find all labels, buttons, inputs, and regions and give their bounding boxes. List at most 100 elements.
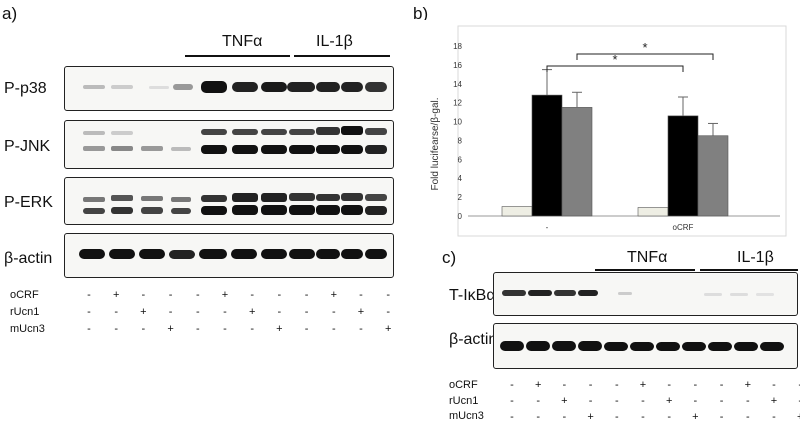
panel-c-sign-r1-c5: -	[641, 395, 645, 407]
panel-a-sign-r1-c0: -	[87, 306, 91, 318]
panel-a-sign-r2-c7: +	[276, 323, 283, 335]
panel-a-sign-r0-c8: -	[304, 289, 309, 301]
panel-c-sign-r2-c10: -	[772, 411, 776, 423]
panel-c-sign-r0-c7: -	[693, 379, 698, 391]
blot-t-ikba	[493, 272, 798, 316]
blot-p-p38	[64, 66, 394, 111]
panel-a-sign-r0-c3: -	[168, 289, 173, 301]
panel-c-sign-r0-c0: -	[510, 379, 514, 391]
panel-c-sign-r2-c4: -	[614, 411, 619, 423]
panel-c-sign-r2-c5: -	[641, 411, 645, 423]
panel-a-sign-r0-c11: -	[386, 289, 391, 301]
panel-a-tnf-label: TNFα	[222, 33, 263, 50]
panel-c-sign-r2-c0: -	[510, 411, 514, 423]
panel-c-sign-r0-c4: -	[614, 379, 619, 391]
panel-c-cond-ocrf-label: oCRF	[449, 379, 478, 391]
y-tick-label: 0	[458, 212, 463, 221]
panel-a-sign-r1-c3: -	[168, 306, 173, 318]
panel-c-sign-r1-c8: -	[719, 395, 724, 407]
bar-g1-s0	[637, 207, 669, 217]
panel-a-sign-r2-c9: -	[331, 323, 336, 335]
panel-a-sign-r2-c8: -	[304, 323, 309, 335]
bar-g1-s1	[667, 115, 699, 217]
panel-a-sign-r1-c10: +	[357, 306, 365, 318]
panel-c-sign-r2-c3: +	[587, 411, 594, 423]
panel-c-sign-r2-c1: -	[536, 411, 541, 423]
y-tick-label: 16	[453, 61, 462, 70]
panel-a-cond-mucn3-label: mUcn3	[10, 323, 45, 335]
panel-c-sign-r0-c1: +	[534, 379, 542, 391]
panel-c-sign-r1-c6: +	[665, 395, 673, 407]
panel-c-label: c)	[442, 248, 457, 267]
significance-bracket	[576, 53, 714, 60]
panel-a-sign-r0-c6: -	[250, 289, 255, 301]
panel-c-sign-r2-c9: -	[745, 411, 750, 423]
panel-c-sign-r1-c4: -	[614, 395, 619, 407]
panel-c-sign-r0-c5: +	[639, 379, 647, 391]
panel-a-sign-r1-c2: +	[140, 306, 147, 318]
panel-a-sign-r2-c1: -	[114, 323, 119, 335]
y-tick-label: 12	[453, 99, 462, 108]
panel-a-sign-r2-c3: +	[167, 323, 174, 335]
panel-a-sign-r0-c9: +	[330, 289, 338, 301]
panel-c-sign-r0-c3: -	[588, 379, 593, 391]
panel-a-sign-r2-c6: -	[250, 323, 255, 335]
blot-p-jnk	[64, 120, 394, 169]
panel-c-il1-underline	[700, 269, 798, 271]
blot-beta-actin-c	[493, 323, 798, 369]
panel-a-tnf-underline	[185, 55, 290, 57]
blot-label-p-jnk: P-JNK	[4, 138, 51, 155]
panel-a-il1-underline	[294, 55, 390, 57]
significance-bracket	[546, 65, 684, 72]
panel-c-sign-r1-c7: -	[693, 395, 698, 407]
y-tick-label: 14	[453, 80, 462, 89]
panel-c-sign-r2-c7: +	[692, 411, 699, 423]
x-category-label: oCRF	[673, 223, 694, 232]
panel-c-sign-r0-c11: -	[795, 379, 800, 391]
panel-c-sign-r2-c6: -	[667, 411, 672, 423]
panel-a-sign-r1-c9: -	[331, 306, 336, 318]
y-tick-label: 4	[458, 174, 463, 183]
blot-label-t-ikba: T-IκBα	[449, 287, 496, 304]
panel-a-label: a)	[2, 4, 18, 23]
y-tick-label: 2	[458, 193, 463, 202]
panel-a-sign-r1-c4: -	[195, 306, 200, 318]
panel-c-cond-mucn3-label: mUcn3	[449, 410, 484, 422]
panel-c-sign-r0-c9: +	[744, 379, 752, 391]
panel-c-sign-r0-c2: -	[562, 379, 567, 391]
panel-c-sign-r2-c2: -	[562, 411, 567, 423]
x-category-label: -	[546, 223, 549, 232]
y-tick-label: 6	[458, 155, 463, 164]
bar-g0-s0	[501, 206, 533, 217]
blot-beta-actin-a	[64, 233, 394, 278]
panel-a-sign-r1-c7: -	[277, 306, 282, 318]
panel-a-sign-r1-c8: -	[304, 306, 309, 318]
panel-a-sign-r2-c0: -	[87, 323, 91, 335]
blot-p-erk	[64, 177, 394, 225]
panel-a-sign-r2-c4: -	[195, 323, 200, 335]
panel-a-cond-ocrf-label: oCRF	[10, 289, 39, 301]
panel-c-sign-r0-c6: -	[667, 379, 672, 391]
panel-a-sign-r0-c4: -	[195, 289, 200, 301]
panel-c-sign-r1-c2: +	[561, 395, 568, 407]
panel-c-sign-r1-c10: +	[770, 395, 778, 407]
bar-g1-s2	[697, 135, 729, 217]
panel-c-sign-r2-c11: +	[795, 411, 800, 423]
significance-star: *	[642, 40, 647, 55]
panel-c-sign-r0-c8: -	[719, 379, 724, 391]
panel-c-il1-label: IL-1β	[737, 249, 774, 266]
bar-g0-s1	[531, 94, 563, 217]
panel-a-cond-rucn1-label: rUcn1	[10, 306, 40, 318]
panel-a-sign-r0-c10: -	[359, 289, 363, 301]
blot-label-beta-actin-a: β-actin	[4, 250, 53, 267]
panel-c-sign-r2-c8: -	[719, 411, 724, 423]
bar-g0-s2	[561, 107, 593, 217]
panel-c-tnf-underline	[595, 269, 695, 271]
panel-c-sign-r1-c0: -	[510, 395, 514, 407]
bar-chart: 0 2 4 6 8 10 12 14 16 18 - oCRF * * Fold lucifearse/…	[420, 20, 790, 240]
panel-a-sign-r2-c10: -	[359, 323, 363, 335]
y-tick-label: 10	[453, 118, 462, 127]
panel-a-sign-r2-c5: -	[223, 323, 227, 335]
y-tick-label: 8	[458, 136, 463, 145]
panel-c-sign-r1-c1: -	[536, 395, 541, 407]
